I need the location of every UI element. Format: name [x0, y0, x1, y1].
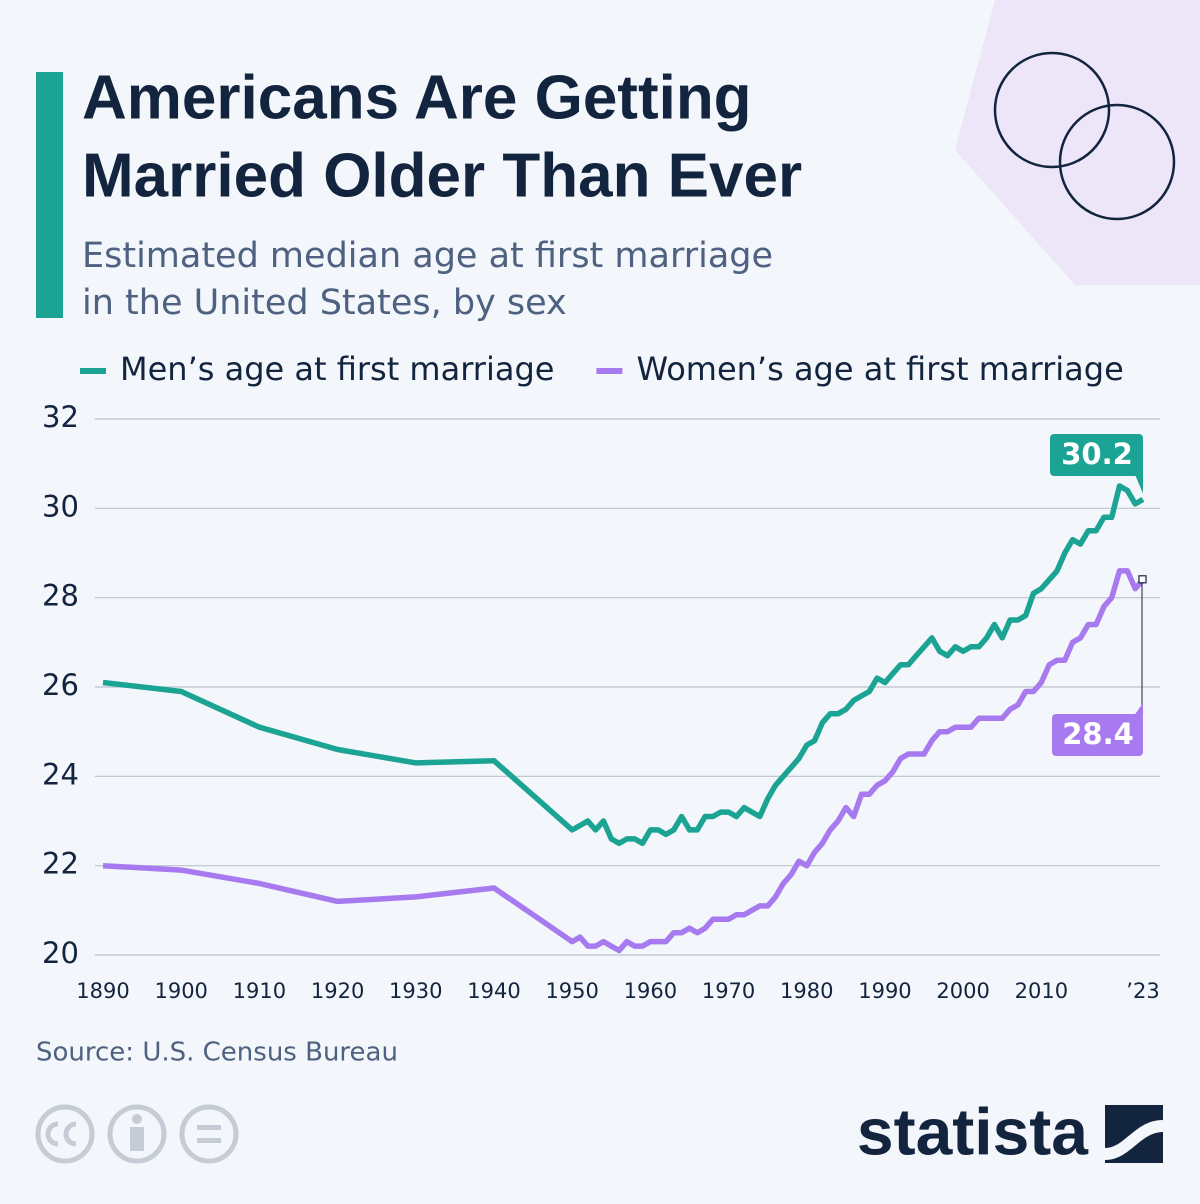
x-tick-label: 1960 [624, 979, 677, 1003]
brand-logo [1105, 1105, 1163, 1163]
value-label-box [1052, 714, 1143, 756]
ring-icon [993, 51, 1111, 169]
x-tick-label: 2000 [936, 979, 989, 1003]
nd-icon [179, 1104, 239, 1164]
legend-label: Women’s age at first marriage [636, 350, 1123, 388]
x-tick-label: 1900 [154, 979, 207, 1003]
x-tick-label: 1890 [76, 979, 129, 1003]
y-tick-label: 28 [42, 579, 79, 613]
chart-subtitle: in the United States, by sex [82, 283, 567, 323]
brand-logo [1105, 1120, 1163, 1160]
title-accent [36, 72, 63, 318]
x-tick-label: 1910 [233, 979, 286, 1003]
x-tick-label: ’23 [1126, 979, 1159, 1003]
by-icon [130, 1127, 144, 1151]
chart-title: Married Older Than Ever [82, 141, 802, 210]
cc-icon [35, 1104, 95, 1164]
legend-label: Men’s age at first marriage [120, 350, 554, 388]
y-tick-label: 26 [42, 668, 79, 702]
x-tick-label: 1930 [389, 979, 442, 1003]
y-tick-label: 24 [42, 757, 79, 791]
y-tick-label: 22 [42, 847, 79, 881]
value-label: 28.4 [1062, 717, 1134, 751]
by-icon [132, 1114, 142, 1124]
x-tick-label: 1990 [858, 979, 911, 1003]
value-label-box [1050, 434, 1143, 476]
y-tick-label: 32 [42, 400, 79, 434]
data-line [102, 568, 1146, 954]
source: Source: U.S. Census Bureau [36, 1038, 398, 1068]
nd-icon [197, 1125, 221, 1130]
nd-icon [197, 1138, 221, 1143]
license-icons [35, 1104, 239, 1164]
x-tick-label: 1970 [702, 979, 755, 1003]
x-tick-label: 1920 [311, 979, 364, 1003]
y-tick-label: 30 [42, 489, 79, 523]
cc-icon [45, 1121, 77, 1147]
by-icon [107, 1104, 167, 1164]
ring-icon [1058, 103, 1176, 221]
label-pointer [1133, 470, 1143, 494]
x-tick-label: 1950 [545, 979, 598, 1003]
brand: statista [857, 1094, 1089, 1168]
x-tick-label: 1980 [780, 979, 833, 1003]
data-line [102, 483, 1145, 847]
x-tick-label: 1940 [467, 979, 520, 1003]
end-marker [1138, 575, 1147, 584]
chart-subtitle: Estimated median age at first marriage [82, 236, 773, 276]
value-label: 30.2 [1061, 437, 1133, 471]
chart-title: Americans Are Getting [82, 63, 752, 132]
y-tick-label: 20 [42, 936, 79, 970]
x-tick-label: 2010 [1015, 979, 1068, 1003]
